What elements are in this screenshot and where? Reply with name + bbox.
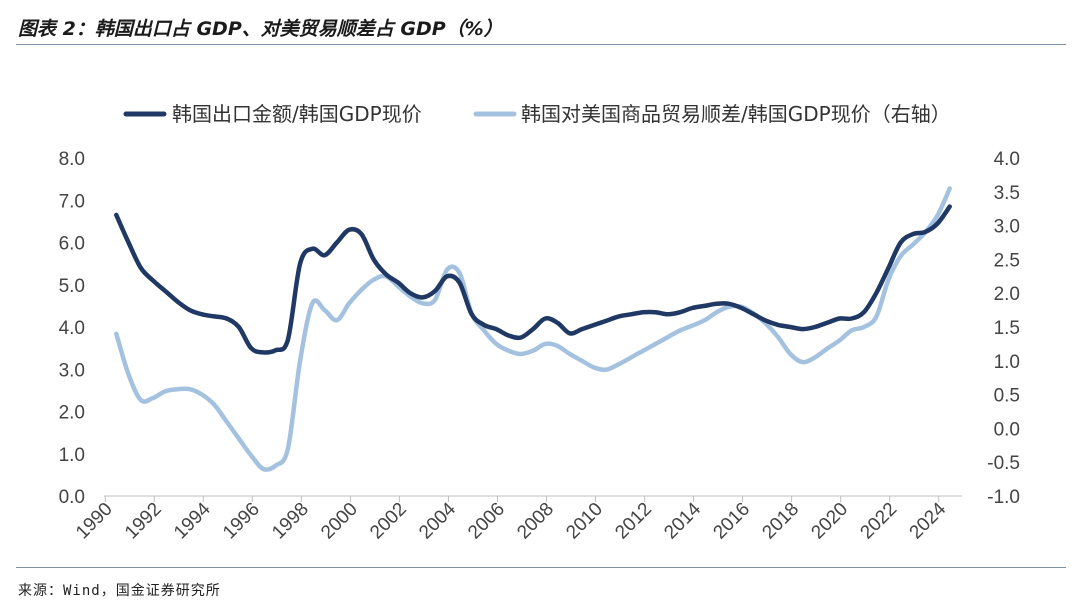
bottom-divider	[16, 567, 1066, 568]
x-tick-label: 2008	[513, 499, 558, 544]
x-axis-ticks: 1990 1992 1994 1996 1998 2000 2002 2004 2006 2008…	[72, 496, 951, 543]
x-tick-label: 2012	[611, 499, 656, 544]
y-right-tick-label: 4.0	[994, 149, 1020, 170]
y-right-tick-label: 3.5	[994, 183, 1020, 204]
y-right-tick-label: 0.0	[994, 419, 1020, 440]
y-axis-left-ticks: 0.0 1.0 2.0 3.0 4.0 5.0 6.0 7.0 8.0	[59, 149, 85, 508]
y-left-tick-label: 0.0	[59, 487, 85, 508]
y-right-tick-label: 0.5	[994, 386, 1020, 407]
legend: 韩国出口金额/韩国GDP现价 韩国对美国商品贸易顺差/韩国GDP现价（右轴）	[123, 102, 951, 126]
legend-label-export: 韩国出口金额/韩国GDP现价	[172, 102, 422, 126]
x-tick-label: 2004	[415, 498, 460, 543]
series-layer	[114, 186, 952, 472]
x-tick-label: 2020	[807, 499, 852, 544]
y-left-tick-label: 2.0	[59, 403, 85, 424]
y-left-tick-label: 8.0	[59, 149, 85, 170]
legend-label-trade-surplus: 韩国对美国商品贸易顺差/韩国GDP现价（右轴）	[521, 102, 951, 126]
x-tick-label: 2000	[317, 499, 362, 544]
x-tick-label: 1994	[170, 498, 215, 543]
y-right-tick-label: 2.5	[994, 250, 1020, 271]
y-right-tick-label: 2.0	[994, 284, 1020, 305]
y-right-tick-label: 1.0	[994, 352, 1020, 373]
x-tick-label: 1998	[268, 499, 313, 544]
x-tick-label: 2002	[366, 499, 411, 544]
y-left-tick-label: 3.0	[59, 360, 85, 381]
y-right-tick-label: -1.0	[987, 487, 1020, 508]
y-right-tick-label: 3.0	[994, 217, 1020, 238]
series-line-trade-surplus	[114, 186, 952, 472]
x-tick-label: 1996	[219, 499, 264, 544]
x-tick-label: 2024	[906, 498, 951, 543]
y-left-tick-label: 5.0	[59, 276, 85, 297]
series-line-export	[114, 204, 952, 355]
top-divider	[16, 44, 1066, 45]
y-axis-right-ticks: -1.0 -0.5 0.0 0.5 1.0 1.5 2.0 2.5 3.0 3.5 4.0	[987, 149, 1020, 508]
y-right-tick-label: 1.5	[994, 318, 1020, 339]
chart-title: 图表 2：韩国出口占 GDP、对美贸易顺差占 GDP（%）	[18, 18, 503, 40]
y-left-tick-label: 6.0	[59, 234, 85, 255]
x-tick-label: 2014	[660, 498, 705, 543]
x-tick-label: 2006	[464, 499, 509, 544]
source-note: 来源：Wind，国金证券研究所	[18, 583, 221, 599]
y-left-tick-label: 4.0	[59, 318, 85, 339]
x-tick-label: 2018	[758, 499, 803, 544]
y-left-tick-label: 7.0	[59, 191, 85, 212]
x-tick-label: 2016	[709, 499, 754, 544]
y-right-tick-label: -0.5	[987, 453, 1020, 474]
x-tick-label: 2010	[562, 499, 607, 544]
x-tick-label: 2022	[856, 499, 901, 544]
x-tick-label: 1992	[121, 499, 166, 544]
y-left-tick-label: 1.0	[59, 445, 85, 466]
